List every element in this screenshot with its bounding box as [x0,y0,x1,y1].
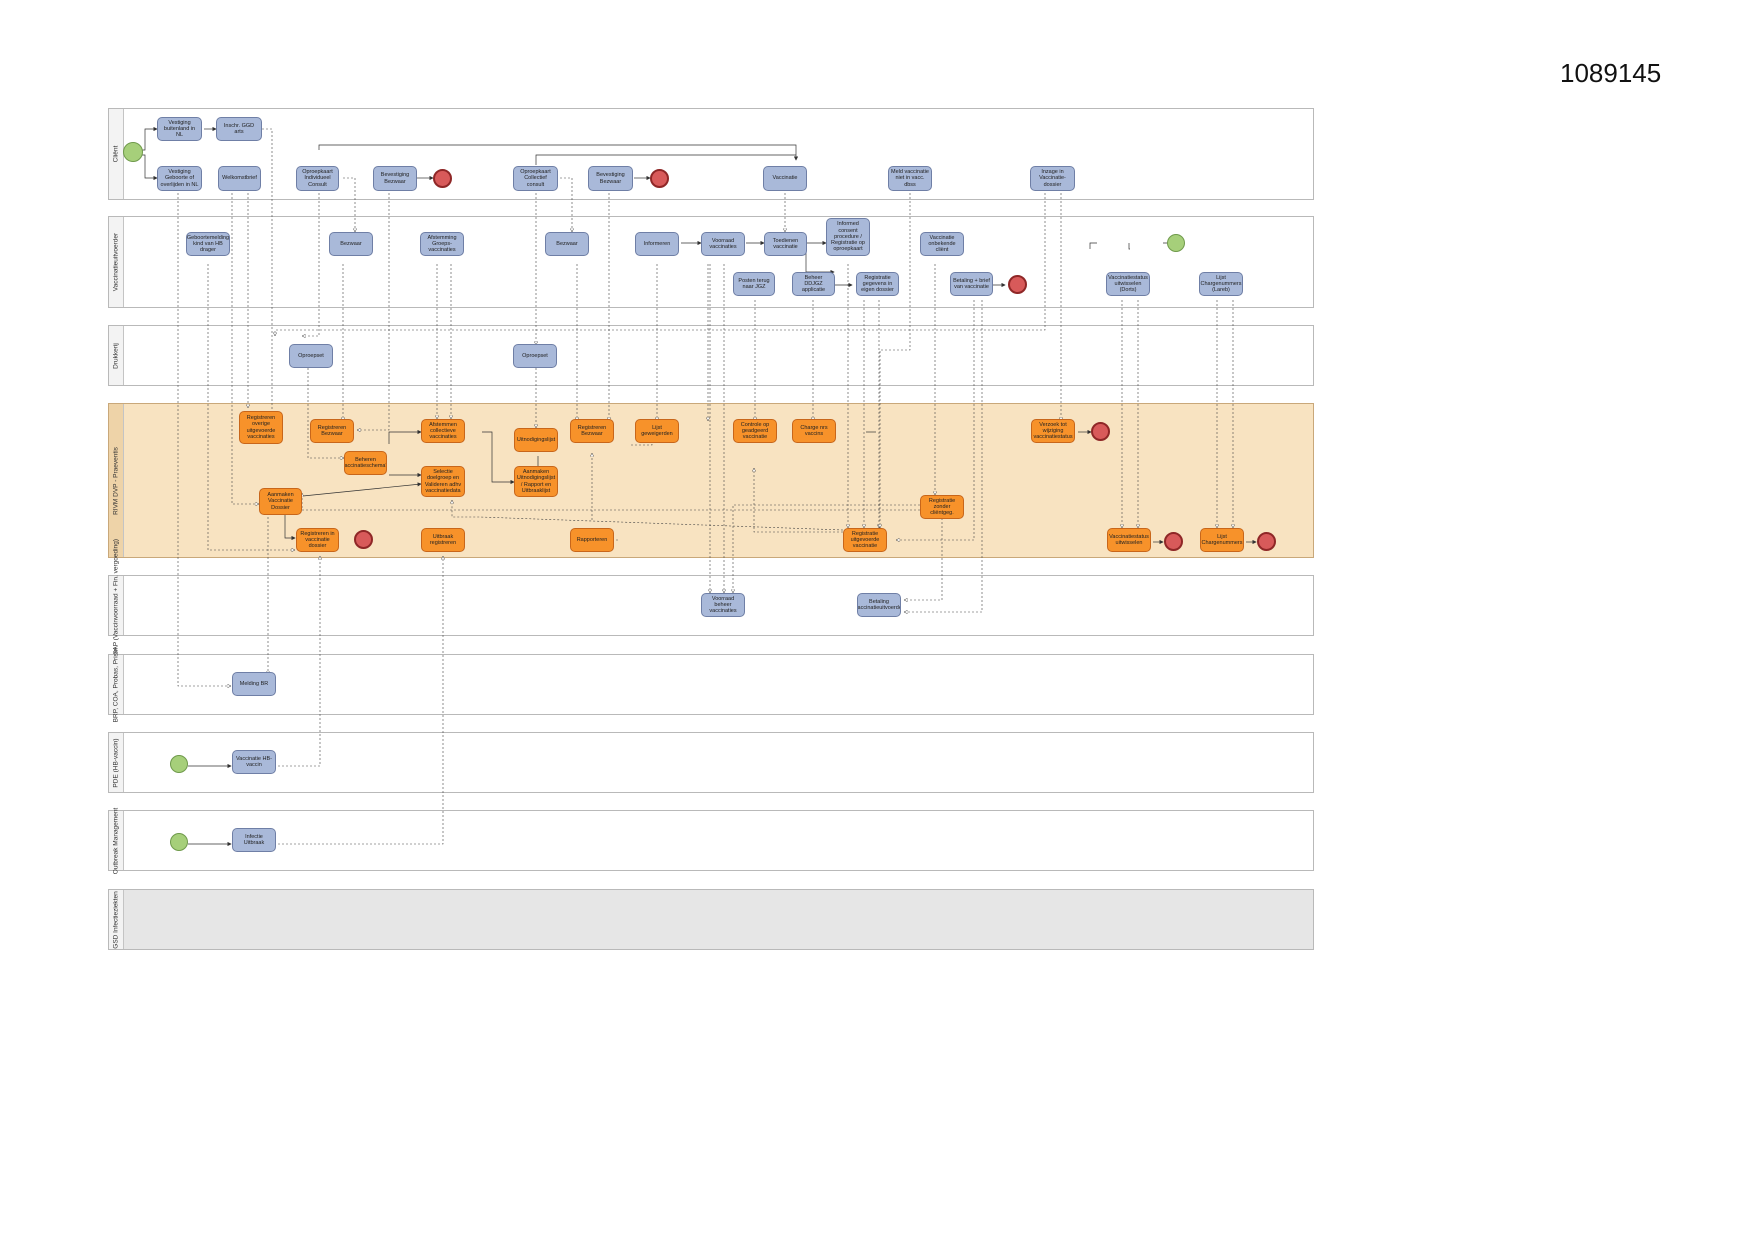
end-event [354,530,373,549]
task-bezwaar-2: Bezwaar [545,232,589,256]
task-registreren-bezwaar-2: Registreren Bezwaar [570,419,614,443]
lane-header: Vaccinatieuitvoerder [109,217,124,307]
start-event [170,833,188,851]
task-registreren-overige-vaccinaties: Registreren overige uitgevoerde vaccinat… [239,411,283,444]
task-lijst-chargenummers: Lijst Chargenummers [1200,528,1244,552]
end-event [433,169,452,188]
task-registratie-uitgevoerde-vaccinatie: Registratie uitgevoerde vaccinatie [843,528,887,552]
task-bezwaar: Bezwaar [329,232,373,256]
task-controle-vaccinatie: Controle op geadgeerd vaccinatie [733,419,777,443]
task-uitnodigingslijst: Uitnodigingslijst [514,428,558,452]
task-oproepset: Oproepset [289,344,333,368]
lane-header: BRP, COA, Probas, Prism [109,647,124,722]
task-inzage-dossier: Inzage in Vaccinatie-dossier [1030,166,1075,191]
task-informeren: Informeren [635,232,679,256]
lane-header: RIVM DVP - Praeventis [109,404,124,557]
lane-header: Outbreak Management [109,807,124,874]
task-voorraad-vaccinaties: Voorraad vaccinaties [701,232,745,256]
task-uitbraak-registreren: Uitbraak registreren [421,528,465,552]
task-registratie-eigen-dossier: Registratie gegevens in eigen dossier [856,272,899,296]
task-betaling-vaccinatieuitvoerder: Betaling Vaccinatieuitvoerder [857,593,901,617]
task-welkomstbrief: Welkomstbrief [218,166,261,191]
lane-header: GSD Infectieziekten [109,890,124,949]
lane-header: RIVM SAP (Vaccinvoorraad + Fin. vergoedi… [109,539,124,672]
task-bevestiging-bezwaar: Bevestiging Bezwaar [373,166,417,191]
end-event [1008,275,1027,294]
task-vestiging-geboorte: Vestiging Geboorte of overlijden in NL [157,166,202,191]
lane-outbreak: Outbreak Management [108,807,1314,874]
task-beheer-ddjgz: Beheer DDJGZ applicatie [792,272,835,296]
task-melding-br: Melding BR [232,672,276,696]
task-informed-consent: Informed consent procedure / Registratie… [826,218,870,256]
start-event [170,755,188,773]
lane-header: PDE (HB-vaccin) [109,733,124,792]
task-geboortemelding: Geboortemelding kind van HB drager [186,232,230,256]
task-vaccinatie-onbekende-client: Vaccinatie onbekende cliënt [920,232,964,256]
task-oproepkaart-collectief: Oproepkaart Collectief consult [513,166,558,191]
task-verzoek-wijziging-vaccinatiestatus: Verzoek tot wijziging vaccinatiestatus [1031,419,1075,443]
start-event [1167,234,1185,252]
task-registratie-zonder-clientgegevens: Registratie zonder cliëntgeg. [920,495,964,519]
start-event [123,142,143,162]
task-registreren-vaccinatie-dossier: Registreren in vaccinatie dossier [296,528,339,552]
lane-header: Drukkerij [109,326,124,385]
end-event [1091,422,1110,441]
task-posten-terug-jgz: Posten terug naar JGZ [733,272,775,296]
task-betaling-brief: Betaling + brief van vaccinatie [950,272,993,296]
lane-brp: BRP, COA, Probas, Prism [108,647,1314,722]
end-event [650,169,669,188]
task-vaccinatiestatus-uitwisselen: Vaccinatiestatus uitwisselen [1107,528,1151,552]
task-oproepset-2: Oproepset [513,344,557,368]
task-afstemming-groepsvaccinaties: Afstemming Groeps-vaccinaties [420,232,464,256]
lane-pde: PDE (HB-vaccin) [108,732,1314,793]
task-charge-nrs-vaccins: Charge nrs vaccins [792,419,836,443]
task-lijst-chargenummers-lareb: Lijst Chargenummers (Lareb) [1199,272,1243,296]
task-vaccinatie-hb-vaccin: Vaccinatie HB-vaccin [232,750,276,774]
task-rapporteren: Rapporteren [570,528,614,552]
task-vaccinatiestatus-uitwisselen-dorts: Vaccinatiestatus uitwisselen (Dorts) [1106,272,1150,296]
task-toedienen-vaccinatie: Toedienen vaccinatie [764,232,807,256]
task-aanmaken-vaccinatie-dossier: Aanmaken Vaccinatie Dossier [259,488,302,515]
end-event [1164,532,1183,551]
end-event [1257,532,1276,551]
lane-gsd: GSD Infectieziekten [108,889,1314,950]
task-aanmaken-uitnodigingslijst: Aanmaken Uitnodigingslijst / Rapport en … [514,466,558,497]
task-voorraad-beheer-vaccinaties: Voorraad beheer vaccinaties [701,593,745,617]
task-bevestiging-bezwaar-2: Bevestiging Bezwaar [588,166,633,191]
task-meld-vaccinatie: Meld vaccinatie niet in vacc. dbss [888,166,932,191]
task-inschrijving-ggd: Inschr. GGD arts [216,117,262,141]
task-vaccinatie: Vaccinatie [763,166,807,191]
task-vestiging-buitenland: Vestiging buitenland in NL [157,117,202,141]
task-beheren-vaccinatieschemas: Beheren vaccinatieschema's [344,451,387,475]
task-lijst-geweigerden: Lijst geweigerden [635,419,679,443]
document-number: 1089145 [1560,58,1662,88]
task-infectie-uitbraak: Infectie Uitbraak [232,828,276,852]
task-oproepkaart-individueel: Oproepkaart Individueel Consult [296,166,339,191]
task-selectie-doelgroep: Selectie doelgroep en Valideren adhv vac… [421,466,465,497]
task-registreren-bezwaar: Registreren Bezwaar [310,419,354,443]
task-afstemmen-collectieve-vaccinaties: Afstemmen collectieve vaccinaties [421,419,465,443]
